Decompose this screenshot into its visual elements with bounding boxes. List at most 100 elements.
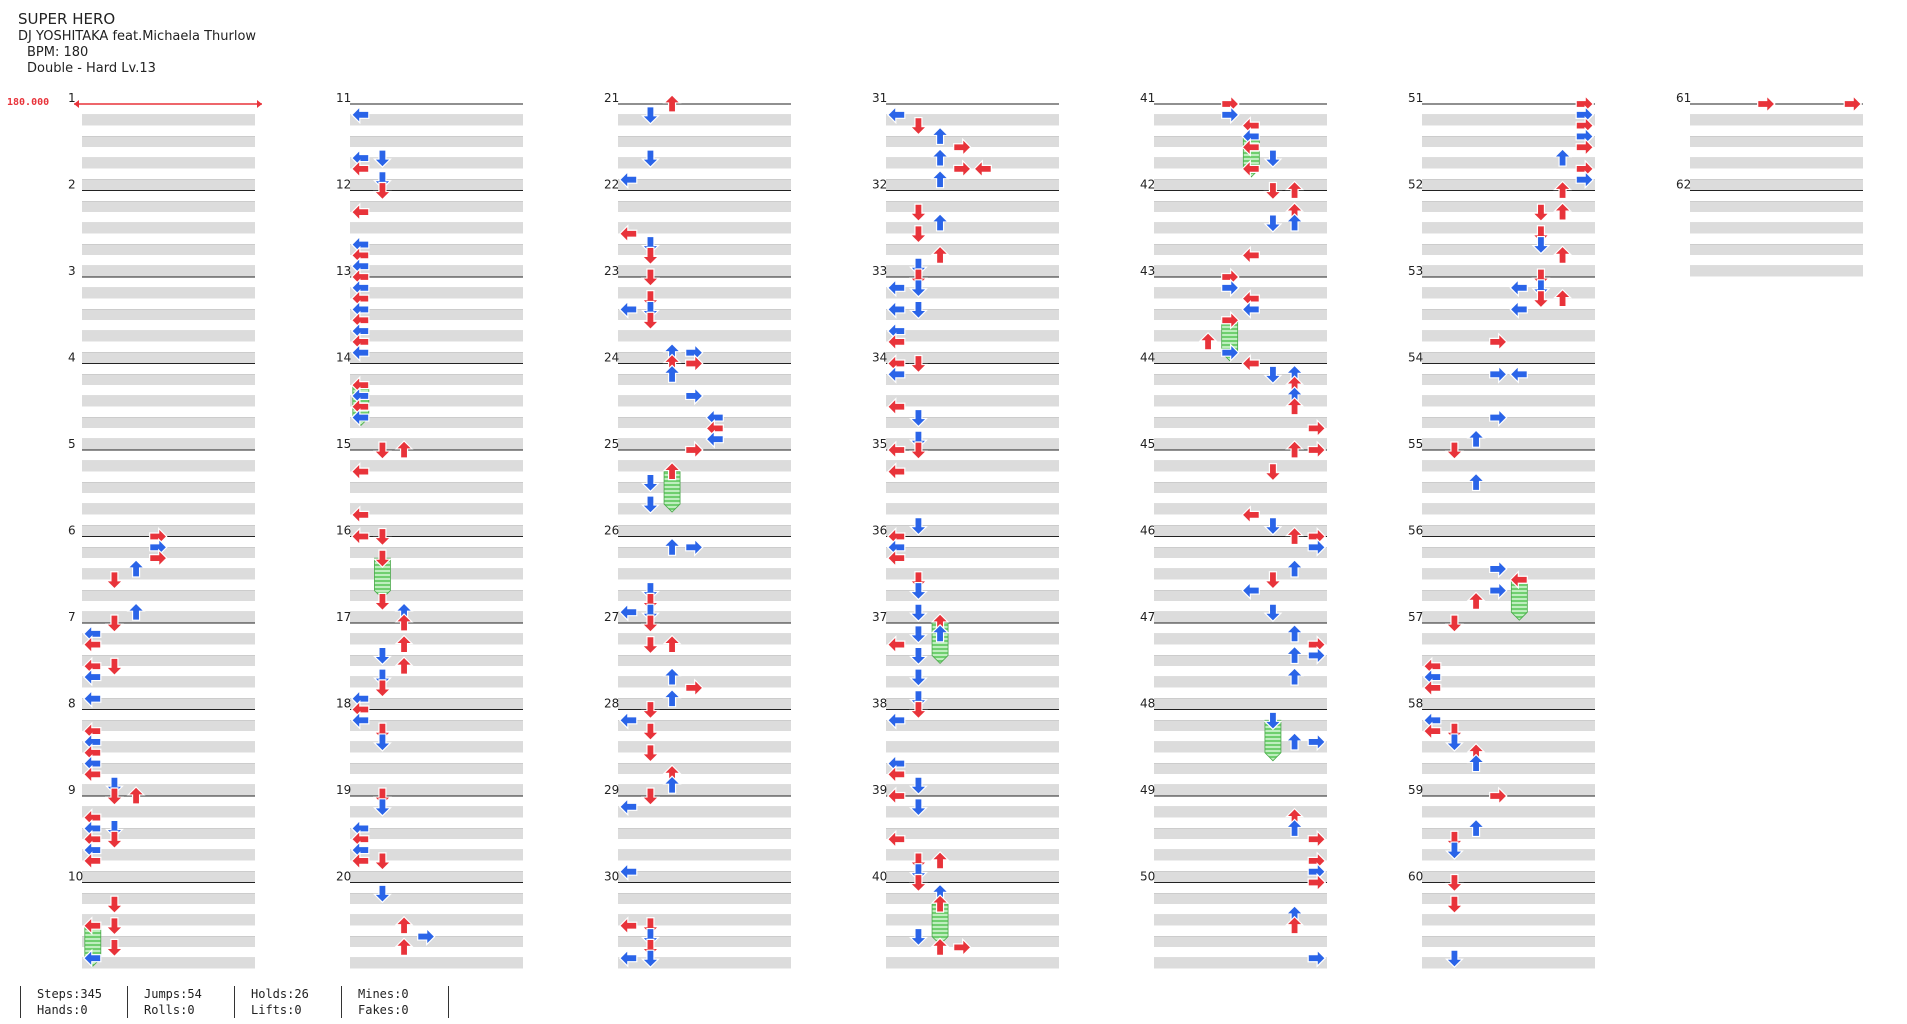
- beat-band: [350, 698, 523, 709]
- beat-band: [1422, 482, 1595, 493]
- measure-number: 57: [1408, 610, 1423, 624]
- beat-band: [886, 741, 1059, 753]
- beat-band: [886, 201, 1059, 212]
- beat-band: [1422, 633, 1595, 645]
- beat-band: [886, 547, 1059, 558]
- beat-band: [350, 417, 523, 428]
- measure-number: 55: [1408, 437, 1423, 451]
- beat-band: [1154, 525, 1327, 536]
- beat-band: [1154, 590, 1327, 601]
- beat-band: [1690, 222, 1863, 234]
- stats-group-jumps: Jumps:54 Rolls:0: [127, 986, 234, 1018]
- stat-fakes: Fakes:0: [358, 1003, 409, 1017]
- bpm-marker-right-tip: [257, 100, 262, 108]
- hold-body: [663, 471, 681, 513]
- beat-band: [1154, 741, 1327, 753]
- beat-band: [82, 503, 255, 515]
- beat-band: [618, 893, 791, 904]
- beat-band: [1422, 417, 1595, 428]
- measure-number: 26: [604, 524, 619, 538]
- beat-band: [1154, 720, 1327, 731]
- measure-number: 6: [68, 524, 76, 538]
- beat-band: [886, 828, 1059, 839]
- beat-band: [618, 114, 791, 126]
- beat-band: [618, 503, 791, 515]
- beat-band: [1422, 611, 1595, 623]
- beat-band: [1422, 374, 1595, 385]
- beat-band: [82, 287, 255, 299]
- beat-band: [618, 460, 791, 472]
- beat-band: [1154, 936, 1327, 947]
- beat-band: [350, 525, 523, 536]
- beat-band: [350, 547, 523, 558]
- beat-band: [1422, 438, 1595, 450]
- beat-band: [618, 957, 791, 969]
- step-arrow: [1843, 95, 1862, 113]
- beat-band: [1422, 720, 1595, 731]
- beat-band: [82, 914, 255, 926]
- beat-band: [350, 914, 523, 926]
- beat-band: [886, 287, 1059, 299]
- beat-band: [350, 568, 523, 580]
- beat-band: [886, 157, 1059, 169]
- beat-band: [82, 374, 255, 385]
- beat-band: [82, 438, 255, 450]
- beat-band: [82, 568, 255, 580]
- measure-number: 40: [872, 870, 887, 884]
- beat-band: [1154, 352, 1327, 363]
- beat-band: [350, 806, 523, 818]
- stat-rolls: Rolls:0: [144, 1003, 195, 1017]
- beat-band: [82, 352, 255, 363]
- measure-number: 3: [68, 264, 76, 278]
- beat-band: [82, 784, 255, 796]
- beat-band: [1690, 201, 1863, 212]
- stats-group-steps: Steps:345 Hands:0: [20, 986, 127, 1018]
- beat-band: [886, 784, 1059, 796]
- beat-band: [1422, 330, 1595, 342]
- beat-band: [618, 590, 791, 601]
- measure-number: 58: [1408, 697, 1423, 711]
- beat-band: [1154, 784, 1327, 796]
- beat-band: [350, 482, 523, 493]
- beat-band: [1154, 655, 1327, 666]
- beat-band: [82, 222, 255, 234]
- measure-number: 10: [68, 870, 83, 884]
- beat-band: [1154, 806, 1327, 818]
- beat-band: [350, 287, 523, 299]
- beat-band: [1422, 784, 1595, 796]
- beat-band: [1422, 460, 1595, 472]
- measure-number: 30: [604, 870, 619, 884]
- beat-band: [1422, 222, 1595, 234]
- beat-band: [82, 849, 255, 861]
- beat-band: [1422, 201, 1595, 212]
- beat-band: [350, 179, 523, 190]
- beat-band: [886, 352, 1059, 363]
- beat-band: [1422, 547, 1595, 558]
- bpm-marker-left-tip: [74, 100, 79, 108]
- beat-band: [1422, 309, 1595, 320]
- hold-body: [931, 903, 949, 946]
- beat-band: [886, 611, 1059, 623]
- beat-band: [618, 438, 791, 450]
- beat-band: [82, 525, 255, 536]
- beat-band: [350, 222, 523, 234]
- song-difficulty: Double - Hard Lv.13: [27, 61, 156, 77]
- beat-band: [1690, 157, 1863, 169]
- beat-band: [1422, 741, 1595, 753]
- beat-band: [350, 136, 523, 147]
- song-title: SUPER HERO: [18, 10, 116, 28]
- beat-band: [1422, 763, 1595, 774]
- measure-number: 42: [1140, 178, 1155, 192]
- beat-band: [886, 957, 1059, 969]
- song-bpm: BPM: 180: [27, 45, 89, 60]
- beat-band: [886, 893, 1059, 904]
- beat-band: [82, 676, 255, 688]
- arrow-shape: [1843, 95, 1862, 113]
- stat-hands: Hands:0: [37, 1003, 88, 1017]
- beat-band: [1422, 395, 1595, 407]
- beat-band: [1154, 957, 1327, 969]
- song-header: SUPER HERO DJ YOSHITAKA feat.Michaela Th…: [18, 10, 256, 78]
- beat-band: [1154, 893, 1327, 904]
- beat-band: [886, 179, 1059, 190]
- beat-band: [886, 460, 1059, 472]
